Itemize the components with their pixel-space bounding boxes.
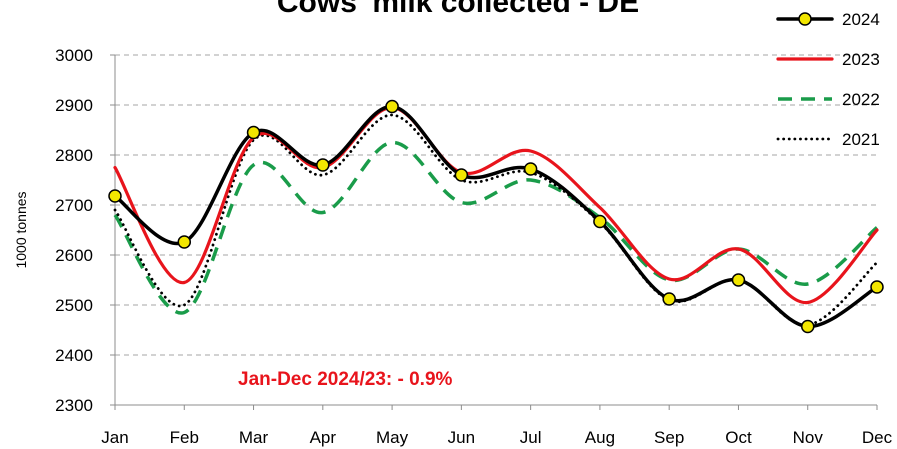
x-tick-label: Sep (654, 428, 684, 447)
x-tick-label: Dec (862, 428, 893, 447)
data-point-2024 (523, 162, 538, 176)
legend-label-2024: 2024 (842, 10, 880, 29)
series-lines (108, 99, 884, 334)
legend: 2024 2023 2022 2021 (776, 10, 880, 149)
data-point-2024 (246, 125, 261, 140)
y-tick-label: 2300 (55, 396, 93, 415)
data-point-2024 (800, 319, 815, 334)
data-point-2024 (385, 99, 399, 114)
data-point-2024 (177, 235, 192, 249)
data-point-2024 (593, 214, 607, 229)
x-tick-label: Oct (725, 428, 752, 447)
data-point-2024 (662, 292, 676, 306)
y-tick-label: 2500 (55, 296, 93, 315)
chart-title: Cows' milk collected - DE (277, 0, 639, 19)
data-point-2024 (870, 280, 884, 294)
x-tick-label: Jan (101, 428, 128, 447)
y-tick-labels: 2300 2400 2500 2600 2700 2800 2900 3000 (55, 46, 93, 415)
y-tick-label: 2800 (55, 146, 93, 165)
x-tick-label: Aug (585, 428, 615, 447)
y-tick-label: 2700 (55, 196, 93, 215)
y-tick-label: 2400 (55, 346, 93, 365)
axes (110, 54, 878, 410)
x-tick-label: Feb (170, 428, 199, 447)
chart-annotation: Jan-Dec 2024/23: - 0.9% (238, 369, 453, 390)
gridlines (115, 54, 877, 356)
series-line-2023 (113, 105, 879, 305)
data-point-2024 (454, 168, 469, 182)
data-point-2024 (316, 158, 330, 172)
y-tick-label: 3000 (55, 46, 93, 65)
y-axis-label: 1000 tonnes (13, 191, 29, 268)
x-tick-label: Jul (520, 428, 542, 447)
x-tick-label: Apr (310, 428, 337, 447)
legend-marker-2024 (798, 12, 812, 26)
x-tick-label: Jun (448, 428, 475, 447)
legend-label-2023: 2023 (842, 50, 880, 69)
y-tick-label: 2600 (55, 246, 93, 265)
x-tick-label: Nov (793, 428, 824, 447)
x-tick-label: May (376, 428, 409, 447)
x-tick-labels: Jan Feb Mar Apr May Jun Jul Aug Sep Oct Nov Dec (101, 428, 892, 447)
data-point-2024 (108, 189, 122, 203)
legend-label-2021: 2021 (842, 130, 880, 149)
x-tick-label: Mar (239, 428, 269, 447)
y-tick-label: 2900 (55, 96, 93, 115)
legend-label-2022: 2022 (842, 90, 880, 109)
data-point-2024 (731, 273, 746, 287)
